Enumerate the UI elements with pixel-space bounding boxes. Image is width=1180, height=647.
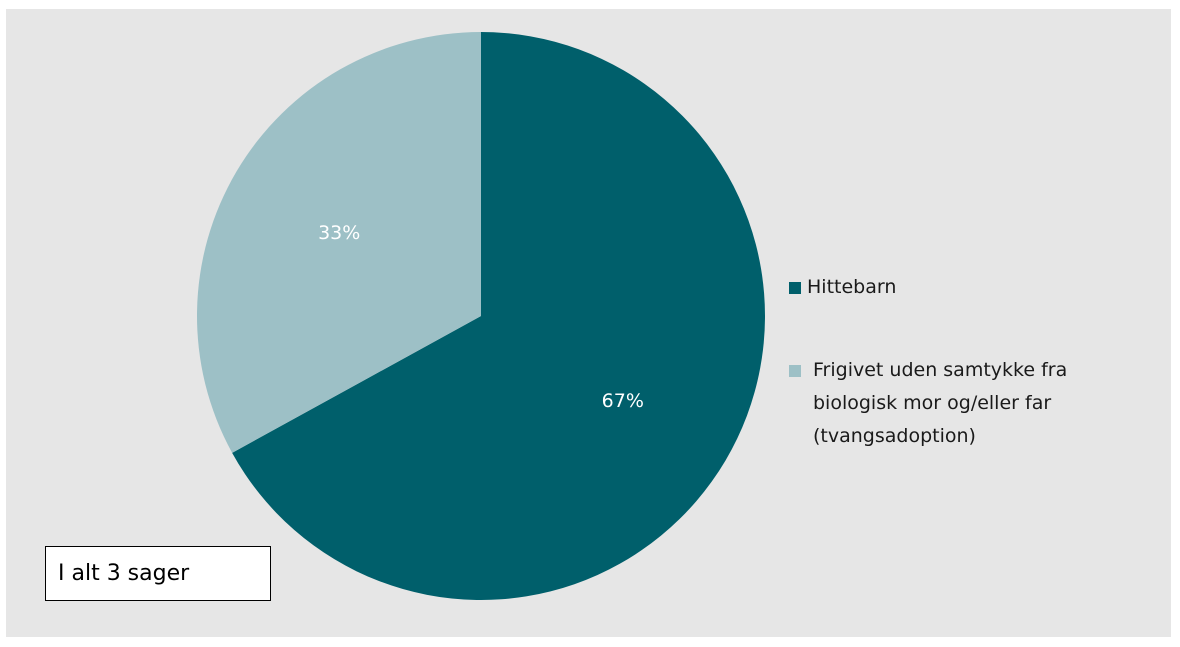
pie-slice-1 [197, 32, 481, 453]
pie-slice-0 [232, 32, 765, 600]
total-cases-text: I alt 3 sager [58, 561, 190, 586]
legend-swatch-hittebarn [789, 282, 801, 294]
chart-area: 67% 33% Hittebarn Frigivet uden samtykke … [6, 9, 1171, 637]
total-cases-box: I alt 3 sager [45, 546, 271, 601]
legend-label-hittebarn: Hittebarn [807, 276, 897, 298]
legend-label-tvangsadoption: Frigivet uden samtykke fra biologisk mor… [813, 359, 1068, 447]
legend-item-hittebarn: Hittebarn [787, 271, 1157, 304]
slice-label-1: 33% [318, 222, 360, 244]
slice-label-0: 67% [602, 390, 644, 412]
legend-item-tvangsadoption: Frigivet uden samtykke fra biologisk mor… [787, 354, 1157, 453]
legend-swatch-tvangsadoption [789, 365, 801, 377]
legend: Hittebarn Frigivet uden samtykke fra bio… [787, 271, 1157, 453]
pie-chart: 67% 33% [197, 32, 765, 600]
